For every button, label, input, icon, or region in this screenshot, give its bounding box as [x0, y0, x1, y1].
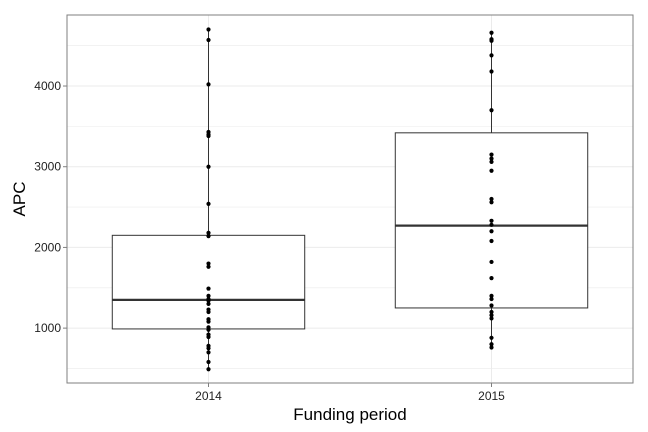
box-iqr: [111, 234, 306, 330]
y-tick-label: 2000: [34, 240, 61, 254]
data-point: [206, 346, 211, 351]
data-point: [206, 334, 211, 340]
y-tick-label: 3000: [34, 160, 61, 174]
data-point: [206, 201, 211, 206]
data-point: [206, 234, 211, 239]
data-point: [489, 152, 494, 157]
plot-panel-border: [66, 14, 634, 384]
data-point: [206, 164, 211, 169]
data-point: [489, 38, 494, 43]
y-tick-label: 4000: [34, 79, 61, 93]
data-point: [206, 319, 211, 324]
x-tick-label: 2015: [478, 389, 505, 403]
data-point: [489, 229, 494, 234]
data-point: [489, 156, 494, 161]
data-point: [206, 293, 211, 298]
data-point: [489, 222, 494, 227]
data-point: [489, 296, 494, 302]
data-point: [489, 159, 494, 164]
data-point: [206, 264, 211, 269]
data-point: [206, 82, 211, 87]
data-point: [206, 367, 211, 372]
data-point: [206, 37, 211, 43]
data-point: [206, 327, 211, 332]
data-point: [489, 335, 494, 340]
data-point: [489, 53, 494, 58]
data-point: [206, 359, 211, 365]
data-point: [489, 200, 494, 205]
data-point: [489, 30, 494, 35]
data-point: [206, 298, 211, 303]
y-axis-ticks: 1000 2000 3000 4000: [34, 79, 67, 335]
data-point: [489, 293, 494, 298]
data-point: [206, 27, 211, 32]
data-point: [489, 313, 494, 318]
data-point: [206, 350, 211, 355]
data-point: [489, 168, 494, 173]
boxes: [111, 29, 589, 370]
data-point: [489, 218, 494, 223]
data-point: [489, 345, 494, 350]
x-tick-label: 2014: [195, 389, 222, 403]
data-point: [489, 275, 494, 281]
x-axis-title: Funding period: [293, 405, 406, 424]
data-point: [489, 316, 494, 321]
data-point: [489, 196, 494, 202]
data-point: [206, 230, 211, 235]
data-point: [206, 286, 211, 291]
data-point: [206, 261, 211, 266]
data-point: [206, 133, 211, 139]
data-point: [489, 342, 494, 347]
y-tick-label: 1000: [34, 321, 61, 335]
data-point: [489, 303, 494, 308]
x-axis-ticks: 2014 2015: [195, 383, 505, 403]
data-points: [206, 27, 494, 372]
data-point: [489, 259, 494, 265]
data-point: [206, 309, 211, 315]
data-point: [206, 301, 211, 307]
data-point: [489, 108, 494, 113]
data-point: [489, 69, 494, 74]
y-axis-title: APC: [10, 182, 29, 217]
data-point: [489, 238, 494, 244]
data-point: [489, 309, 494, 315]
